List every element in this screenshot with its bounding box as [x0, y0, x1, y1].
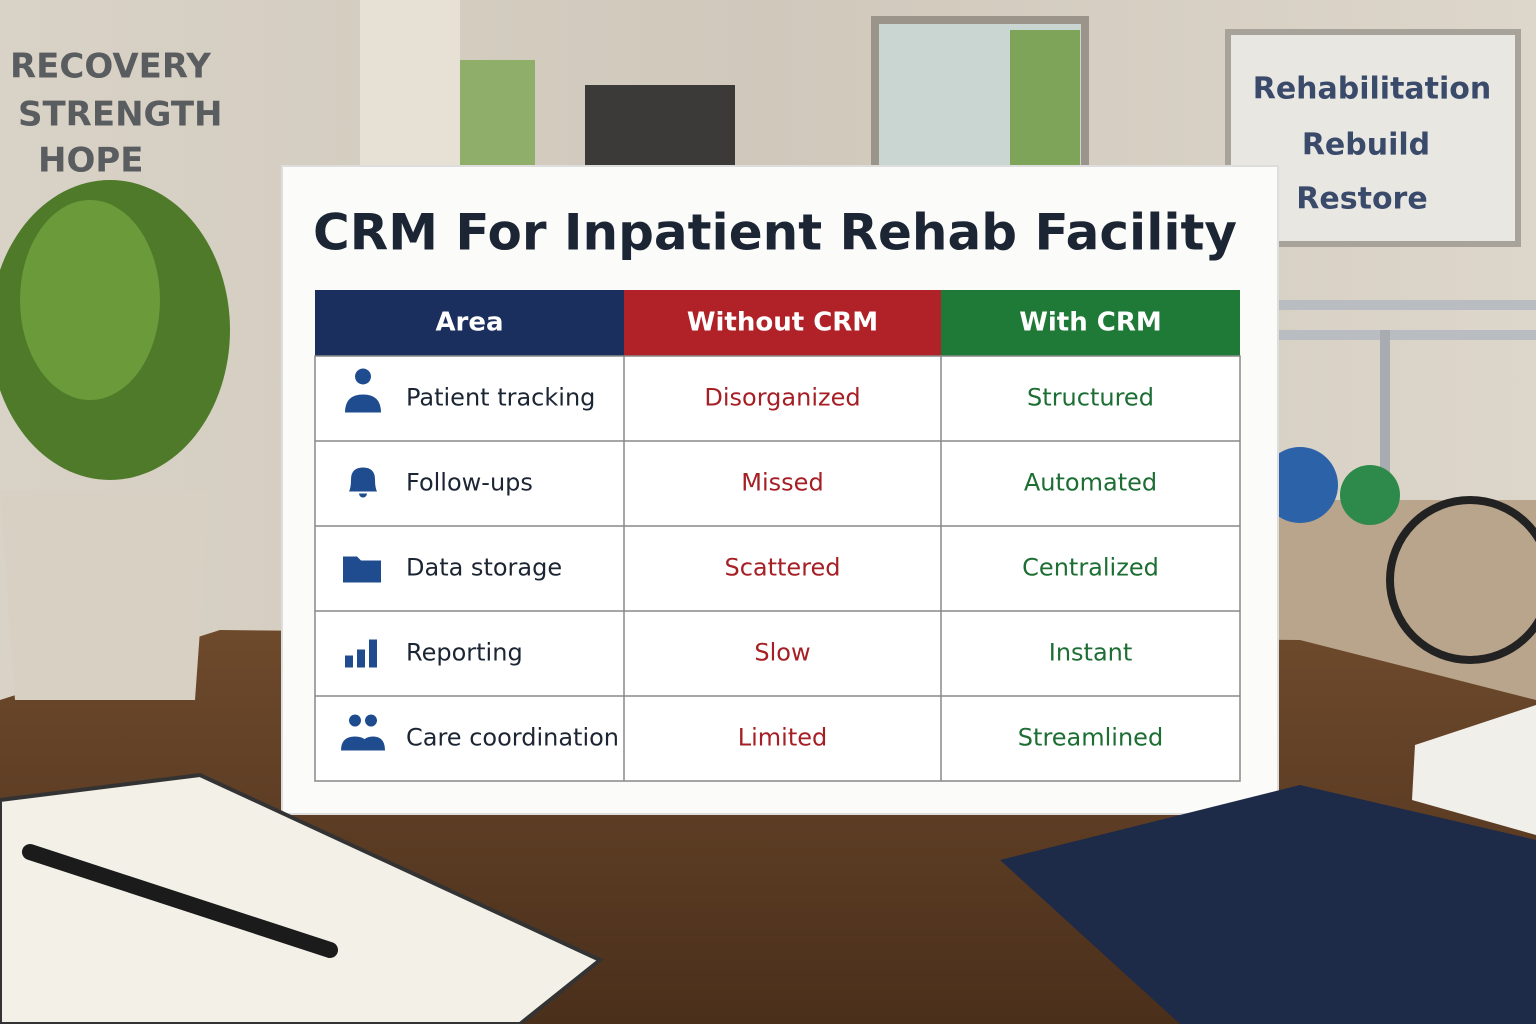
with-text: Structured — [1027, 384, 1154, 412]
row-icon — [345, 639, 377, 668]
with-text: Automated — [1024, 469, 1157, 497]
area-text: Care coordination — [406, 724, 619, 752]
notebook — [0, 772, 604, 1024]
row-icon — [341, 714, 385, 751]
header-cell — [624, 290, 941, 356]
header-text: Area — [435, 308, 503, 338]
table-border — [314, 355, 1241, 782]
exercise-ball — [1340, 465, 1400, 525]
without-text: Slow — [754, 639, 810, 667]
board-word: Rebuild — [1302, 128, 1430, 163]
without-text: Disorganized — [704, 384, 860, 412]
book — [1000, 785, 1536, 1024]
board-word: Rehabilitation — [1253, 72, 1492, 107]
header-text: Without CRM — [687, 308, 878, 338]
paper-stack — [1412, 705, 1536, 835]
area-text: Patient tracking — [406, 384, 595, 412]
exercise-ball — [1262, 447, 1338, 523]
picture-frame — [585, 85, 735, 175]
header-text: With CRM — [1019, 308, 1162, 338]
parallel-bar — [1260, 330, 1536, 340]
row-icon — [343, 556, 381, 583]
header-cell — [315, 290, 624, 356]
window-trees — [1010, 30, 1080, 165]
area-text: Data storage — [406, 554, 562, 582]
window-small — [460, 60, 535, 170]
with-text: Centralized — [1022, 554, 1159, 582]
row-icon — [345, 368, 381, 413]
wheelchair-wheel — [1386, 496, 1536, 664]
plant — [0, 180, 230, 700]
wall-word: RECOVERY — [10, 47, 211, 87]
without-text: Missed — [741, 469, 823, 497]
parallel-bar — [1260, 300, 1536, 310]
sign-title: CRM For Inpatient Rehab Facility — [313, 204, 1237, 262]
area-text: Follow-ups — [406, 469, 533, 497]
without-text: Scattered — [724, 554, 840, 582]
comparison-table: Area Without CRM With CRM Patient tracking D… — [314, 290, 1241, 782]
with-text: Instant — [1049, 639, 1133, 667]
wall-word: STRENGTH — [18, 95, 223, 135]
board-word: Restore — [1296, 182, 1427, 217]
area-text: Reporting — [406, 639, 523, 667]
without-text: Limited — [738, 724, 828, 752]
header-cell — [941, 290, 1240, 356]
row-icon — [349, 467, 377, 498]
with-text: Streamlined — [1018, 724, 1163, 752]
wall-word: HOPE — [38, 141, 144, 181]
